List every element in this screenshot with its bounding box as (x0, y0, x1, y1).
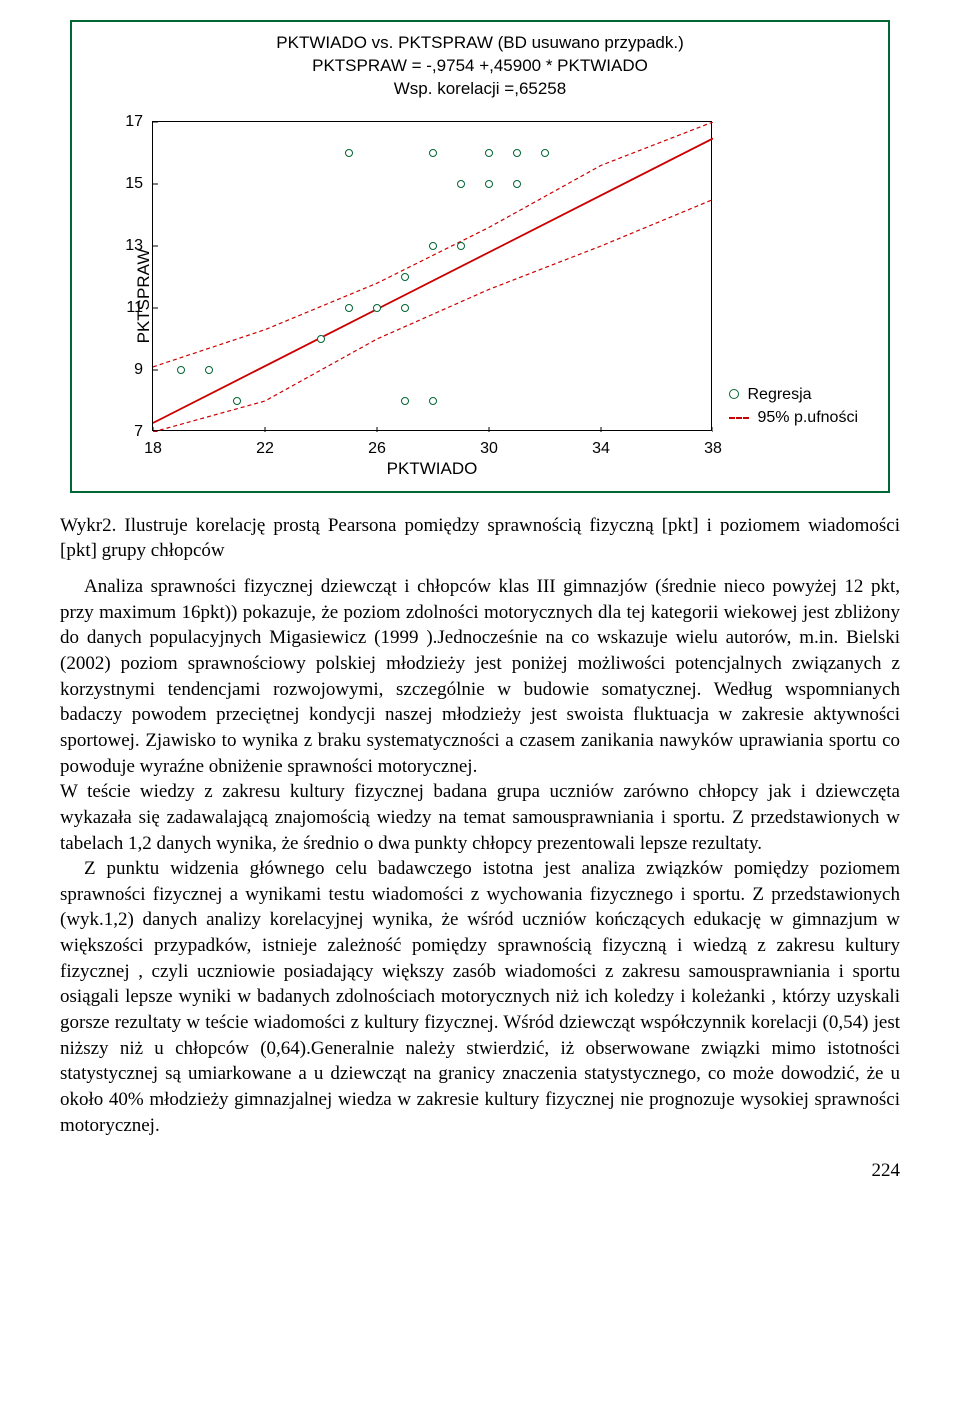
x-tick: 18 (144, 438, 162, 460)
para-2: W teście wiedzy z zakresu kultury fizycz… (60, 779, 900, 856)
legend-marker-circle (729, 389, 739, 399)
data-point (541, 149, 549, 157)
data-point (513, 149, 521, 157)
y-tick: 13 (125, 235, 143, 257)
x-axis-label: PKTWIADO (387, 458, 478, 481)
data-point (457, 242, 465, 250)
legend-marker-dash (729, 417, 749, 419)
plot-svg (153, 122, 713, 432)
y-tick: 9 (134, 359, 143, 381)
data-point (429, 397, 437, 405)
data-point (345, 304, 353, 312)
chart-panel: PKTWIADO vs. PKTSPRAW (BD usuwano przypa… (70, 20, 890, 493)
chart-title-2: PKTSPRAW = -,9754 +,45900 * PKTWIADO (82, 55, 878, 78)
legend: Regresja 95% p.ufności (729, 382, 858, 431)
figure-caption-text: Ilustruje korelację prostą Pearsona pomi… (60, 515, 900, 562)
data-point (485, 149, 493, 157)
data-point (177, 366, 185, 374)
y-tick: 17 (125, 111, 143, 133)
data-point (401, 397, 409, 405)
data-point (233, 397, 241, 405)
data-point (317, 335, 325, 343)
legend-row-regression: Regresja (729, 384, 858, 406)
data-point (457, 180, 465, 188)
x-tick: 26 (368, 438, 386, 460)
data-point (373, 304, 381, 312)
data-point (345, 149, 353, 157)
data-point (205, 366, 213, 374)
figure-caption: Wykr2. Ilustruje korelację prostą Pearso… (60, 513, 900, 564)
data-point (513, 180, 521, 188)
chart-title-1: PKTWIADO vs. PKTSPRAW (BD usuwano przypa… (82, 32, 878, 55)
y-tick: 7 (134, 421, 143, 443)
body-text: Analiza sprawności fizycznej dziewcząt i… (60, 574, 900, 1138)
x-tick: 34 (592, 438, 610, 460)
data-point (429, 242, 437, 250)
chart-plot: 17 PKTSPRAW 7911131517182226303438 PKTWI… (82, 111, 878, 481)
x-tick: 30 (480, 438, 498, 460)
data-point (401, 304, 409, 312)
chart-titles: PKTWIADO vs. PKTSPRAW (BD usuwano przypa… (82, 32, 878, 101)
chart-title-3: Wsp. korelacji =,65258 (82, 78, 878, 101)
y-tick: 15 (125, 173, 143, 195)
x-tick: 38 (704, 438, 722, 460)
para-1: Analiza sprawności fizycznej dziewcząt i… (60, 574, 900, 779)
legend-label-1: Regresja (747, 384, 811, 406)
y-tick: 11 (126, 297, 143, 319)
data-point (401, 273, 409, 281)
legend-label-2: 95% p.ufności (757, 407, 858, 429)
figure-caption-label: Wykr2. (60, 515, 124, 536)
data-point (429, 149, 437, 157)
para-3: Z punktu widzenia głównego celu badawcze… (60, 856, 900, 1138)
legend-row-confidence: 95% p.ufności (729, 407, 858, 429)
plot-area: 7911131517182226303438 (152, 121, 712, 431)
data-point (485, 180, 493, 188)
page-number: 224 (60, 1158, 900, 1184)
x-tick: 22 (256, 438, 274, 460)
